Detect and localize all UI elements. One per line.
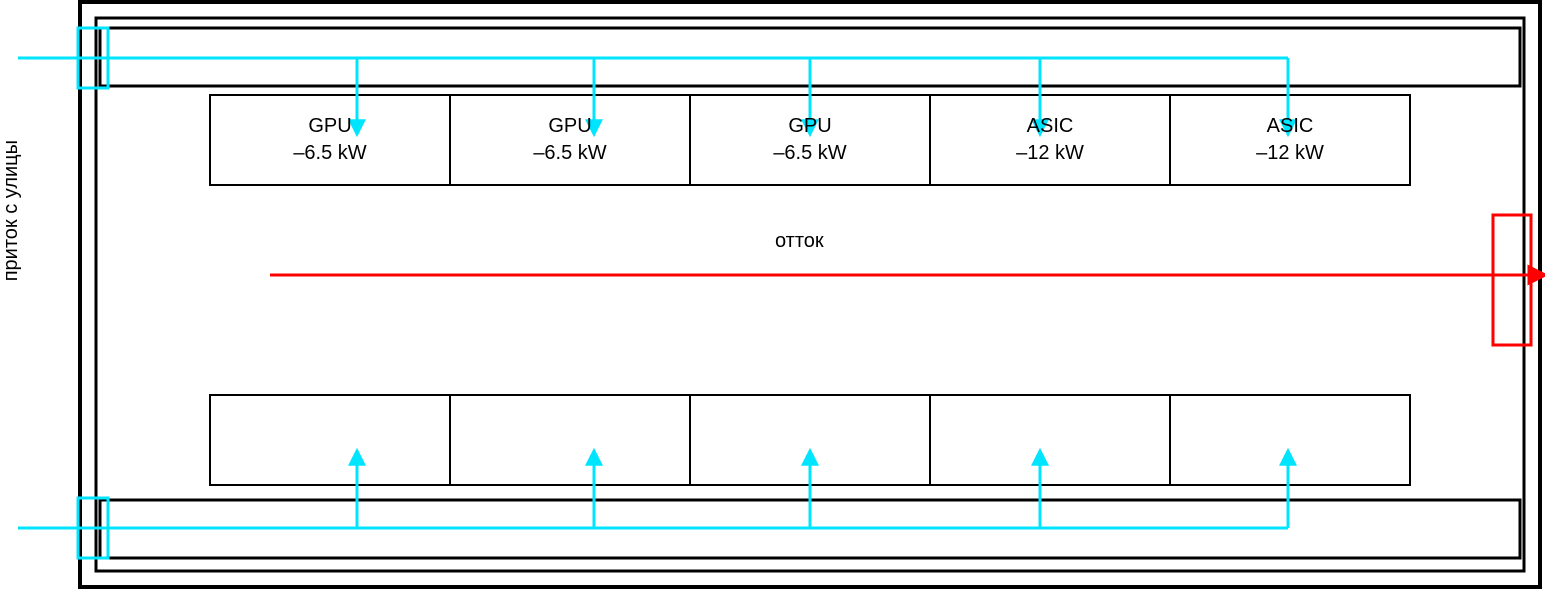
rack-power: –12 kW bbox=[930, 140, 1170, 167]
rack-power: –6.5 kW bbox=[210, 140, 450, 167]
rack-label: ASIC–12 kW bbox=[1170, 113, 1410, 167]
rack-label: GPU–6.5 kW bbox=[690, 113, 930, 167]
rack-power: –6.5 kW bbox=[450, 140, 690, 167]
rack-label: ASIC–12 kW bbox=[930, 113, 1170, 167]
rack-type: GPU bbox=[210, 113, 450, 140]
outflow-label: отток bbox=[775, 230, 824, 253]
inlet-side-label: приток с улицы bbox=[0, 140, 23, 281]
rack-type: GPU bbox=[690, 113, 930, 140]
airflow-diagram bbox=[0, 0, 1545, 594]
rack-type: ASIC bbox=[930, 113, 1170, 140]
rack-type: GPU bbox=[450, 113, 690, 140]
rack-label: GPU–6.5 kW bbox=[210, 113, 450, 167]
rack-power: –12 kW bbox=[1170, 140, 1410, 167]
rack-label: GPU–6.5 kW bbox=[450, 113, 690, 167]
rack-type: ASIC bbox=[1170, 113, 1410, 140]
rack-power: –6.5 kW bbox=[690, 140, 930, 167]
